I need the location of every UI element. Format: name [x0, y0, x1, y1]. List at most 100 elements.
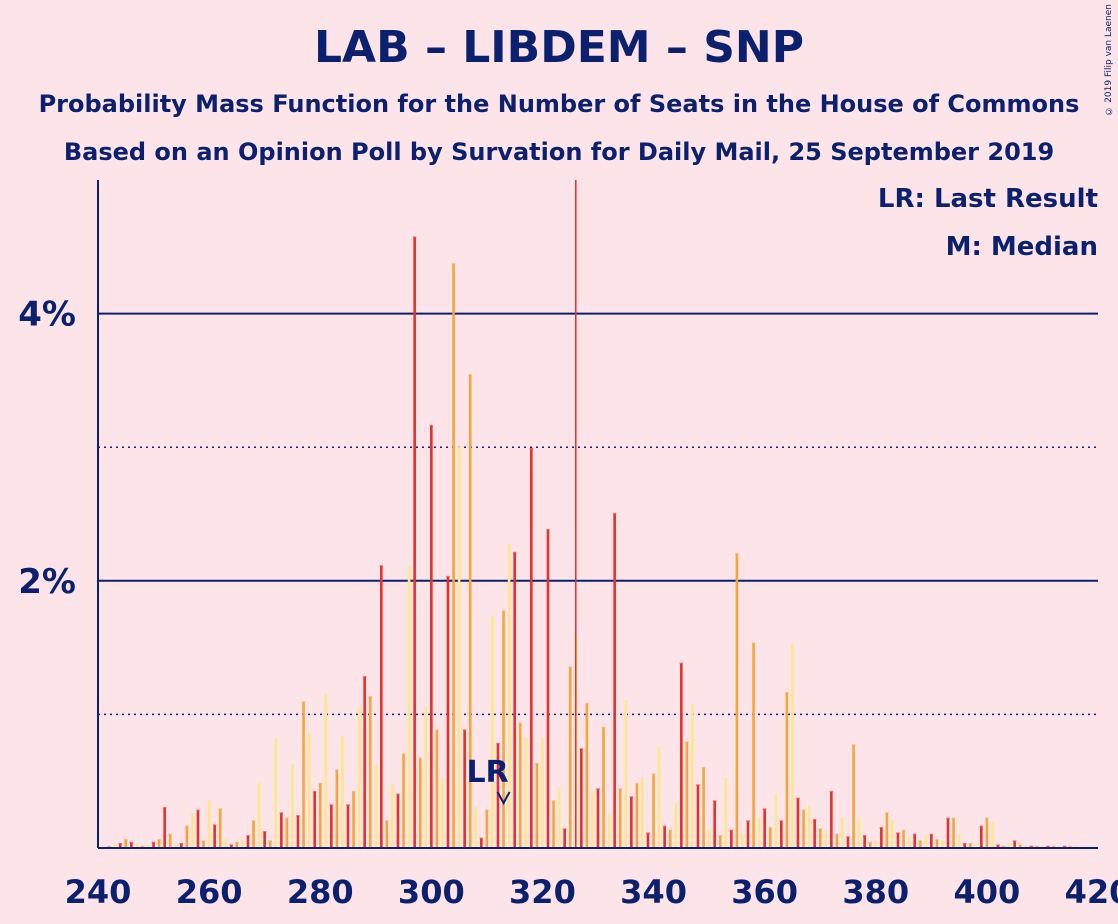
bar-cap: [940, 840, 945, 842]
bar-cap: [107, 845, 111, 848]
bar-cap: [818, 828, 823, 830]
bar-cap: [1057, 845, 1061, 848]
bar-cap: [629, 796, 634, 798]
bar: [657, 747, 661, 848]
bar: [418, 758, 422, 848]
bar-cap: [518, 722, 523, 725]
bar: [263, 831, 266, 848]
bar: [652, 774, 655, 848]
bar-cap: [429, 424, 434, 427]
bar-cap: [407, 566, 411, 568]
bar: [535, 763, 539, 848]
bar-cap: [946, 817, 950, 820]
bar-cap: [129, 841, 134, 844]
bar: [302, 702, 305, 848]
bar-cap: [707, 829, 711, 832]
bar: [802, 810, 805, 848]
bar-cap: [768, 826, 773, 829]
x-tick-label: 240: [65, 873, 132, 911]
bar: [724, 778, 728, 848]
bar: [985, 818, 989, 848]
bar-cap: [362, 675, 367, 678]
bar-cap: [418, 757, 423, 759]
bar: [896, 833, 900, 848]
bar-cap: [329, 804, 334, 806]
bar: [746, 821, 750, 848]
bar: [168, 834, 172, 848]
x-tick-label: 380: [842, 873, 909, 911]
bar-cap: [851, 744, 856, 746]
bar-cap: [1023, 845, 1028, 848]
bar: [952, 818, 955, 848]
bar-cap: [729, 829, 734, 832]
bar-cap: [123, 838, 128, 841]
bar: [441, 778, 444, 848]
bar: [524, 738, 528, 848]
bar-cap: [951, 817, 956, 820]
bar-cap: [785, 692, 789, 694]
bar-cap: [112, 844, 117, 846]
bar: [474, 807, 478, 848]
bar-cap: [835, 833, 839, 836]
x-tick-label: 260: [176, 873, 243, 911]
bar-cap: [562, 828, 567, 830]
bar-cap: [1035, 845, 1039, 848]
bar: [252, 821, 255, 848]
bar-cap: [879, 826, 884, 829]
bar-cap: [690, 704, 695, 706]
bar: [635, 783, 639, 848]
bar-cap: [896, 832, 900, 834]
y-tick-label: 2%: [18, 562, 76, 602]
legend-last-result: LR: Last Result: [877, 184, 1098, 214]
bar: [713, 801, 716, 848]
bar: [507, 544, 511, 848]
bar: [996, 845, 1000, 848]
bar: [130, 842, 133, 848]
bar-cap: [546, 529, 550, 531]
bar-cap: [1046, 845, 1050, 848]
bar-cap: [529, 447, 534, 450]
bar: [841, 818, 844, 848]
bar-cap: [423, 706, 428, 709]
bar-cap: [368, 696, 373, 698]
bar: [685, 742, 689, 848]
bar: [807, 806, 811, 848]
bar-cap: [918, 840, 923, 842]
bar: [924, 837, 928, 848]
bar-cap: [651, 773, 656, 776]
bar: [930, 834, 933, 848]
bar-cap: [1029, 845, 1034, 848]
bar-cap: [223, 838, 228, 841]
bar-cap: [357, 706, 361, 709]
bar: [680, 663, 683, 848]
bar-cap: [540, 737, 545, 739]
bar: [274, 738, 278, 848]
bar-cap: [385, 820, 389, 822]
bar: [968, 843, 972, 848]
bar: [402, 754, 405, 848]
bar-cap: [957, 833, 961, 836]
bar-cap: [757, 817, 761, 820]
chart-subtitle-source: Based on an Opinion Poll by Survation fo…: [63, 138, 1055, 166]
bar: [702, 767, 705, 848]
bar-cap: [335, 769, 339, 772]
bar-cap: [979, 825, 984, 828]
bar-cap: [312, 790, 317, 793]
bar-cap: [146, 844, 150, 846]
bar-cap: [262, 830, 267, 833]
bar-cap: [890, 820, 895, 822]
bar-cap: [923, 836, 928, 838]
bar: [541, 738, 544, 848]
bar-cap: [507, 543, 511, 546]
bar: [496, 743, 500, 848]
bar-cap: [479, 837, 484, 840]
bar: [613, 514, 616, 848]
bar-cap: [668, 829, 673, 832]
bar: [874, 841, 878, 848]
bar: [735, 554, 739, 848]
bar-cap: [801, 809, 806, 812]
bar: [285, 818, 289, 848]
bar-cap: [1007, 842, 1011, 845]
x-tick-label: 280: [287, 873, 354, 911]
bar-cap: [623, 700, 628, 702]
